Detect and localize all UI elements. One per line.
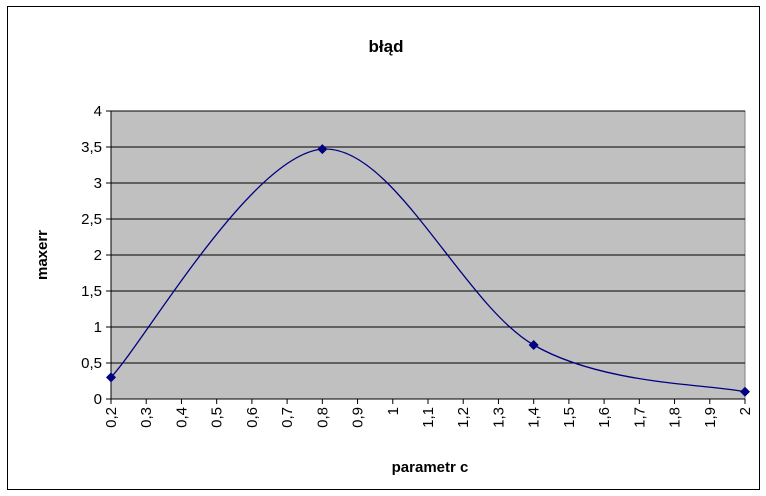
y-tick-label: 3 (94, 175, 102, 192)
x-tick-label: 1,1 (420, 407, 437, 428)
x-tick-label: 0,3 (138, 407, 155, 428)
y-tick-label: 0,5 (81, 355, 102, 372)
x-tick-label: 0,7 (279, 407, 296, 428)
y-tick-label: 2,5 (81, 211, 102, 228)
x-tick-label: 1,7 (631, 407, 648, 428)
y-tick-label: 4 (94, 103, 102, 120)
y-tick-label: 2 (94, 247, 102, 264)
x-tick-label: 0,2 (103, 407, 120, 428)
marker (106, 372, 116, 383)
chart-title: błąd (369, 37, 404, 56)
x-tick-label: 1,6 (596, 407, 613, 428)
x-tick-label: 1,4 (526, 407, 543, 428)
x-tick-label: 2 (737, 407, 754, 415)
x-tick-label: 1 (385, 407, 402, 415)
x-tick-label: 1,5 (561, 407, 578, 428)
y-axis-label: maxerr (34, 230, 51, 280)
y-tick-label: 3,5 (81, 139, 102, 156)
x-tick-label: 0,6 (244, 407, 261, 428)
x-axis-label: parametr c (392, 459, 469, 476)
x-tick-label: 1,3 (490, 407, 507, 428)
x-tick-label: 0,5 (209, 407, 226, 428)
y-tick-label: 0 (94, 391, 102, 408)
x-tick-label: 1,2 (455, 407, 472, 428)
x-tick-label: 1,8 (667, 407, 684, 428)
marker (317, 144, 328, 155)
y-tick-label: 1 (94, 319, 102, 336)
x-tick-label: 1,9 (702, 407, 719, 428)
x-tick-label: 0,8 (314, 407, 331, 428)
x-tick-label: 0,9 (350, 407, 367, 428)
line (110, 148, 746, 393)
x-tick-label: 0,4 (173, 407, 190, 428)
y-tick-label: 1,5 (81, 283, 102, 300)
marker (528, 340, 539, 350)
marker (740, 386, 750, 397)
